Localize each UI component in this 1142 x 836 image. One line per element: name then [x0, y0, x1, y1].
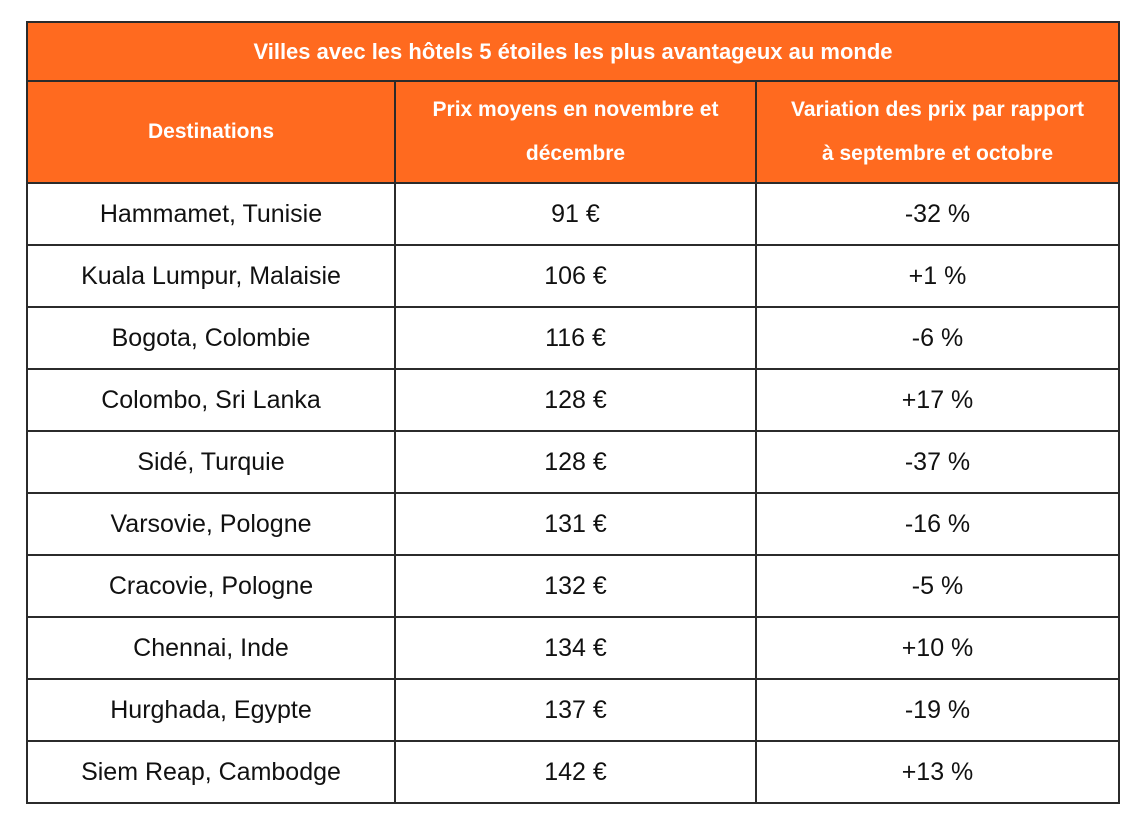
header-variation: Variation des prix par rapport à septemb…: [755, 80, 1120, 184]
table-title: Villes avec les hôtels 5 étoiles les plu…: [26, 21, 1120, 82]
variation-cell: +1 %: [755, 244, 1120, 308]
header-prix-line-2: décembre: [525, 142, 626, 165]
destination-cell: Bogota, Colombie: [26, 306, 396, 370]
price-cell: 131 €: [394, 492, 757, 556]
header-variation-line-1: Variation des prix par rapport: [791, 98, 1084, 121]
header-row: Destinations Prix moyens en novembre et …: [26, 80, 1120, 184]
variation-cell: +17 %: [755, 368, 1120, 432]
title-row: Villes avec les hôtels 5 étoiles les plu…: [26, 21, 1120, 82]
destination-cell: Sidé, Turquie: [26, 430, 396, 494]
price-table: Villes avec les hôtels 5 étoiles les plu…: [26, 21, 1120, 804]
price-cell: 116 €: [394, 306, 757, 370]
table-row: Cracovie, Pologne 132 € -5 %: [26, 554, 1120, 618]
header-prix-line-1: Prix moyens en novembre et: [432, 98, 719, 121]
header-destinations-line-1: Destinations: [147, 120, 275, 143]
variation-cell: -37 %: [755, 430, 1120, 494]
price-cell: 106 €: [394, 244, 757, 308]
variation-cell: -19 %: [755, 678, 1120, 742]
header-destinations: Destinations: [26, 80, 396, 184]
variation-cell: +13 %: [755, 740, 1120, 804]
table-row: Bogota, Colombie 116 € -6 %: [26, 306, 1120, 370]
variation-cell: -5 %: [755, 554, 1120, 618]
header-prix-moyens: Prix moyens en novembre et décembre: [394, 80, 757, 184]
table-row: Sidé, Turquie 128 € -37 %: [26, 430, 1120, 494]
table-row: Colombo, Sri Lanka 128 € +17 %: [26, 368, 1120, 432]
price-table-container: Villes avec les hôtels 5 étoiles les plu…: [26, 21, 1120, 804]
variation-cell: -16 %: [755, 492, 1120, 556]
variation-cell: +10 %: [755, 616, 1120, 680]
price-cell: 128 €: [394, 430, 757, 494]
destination-cell: Kuala Lumpur, Malaisie: [26, 244, 396, 308]
destination-cell: Colombo, Sri Lanka: [26, 368, 396, 432]
price-cell: 128 €: [394, 368, 757, 432]
header-variation-line-2: à septembre et octobre: [821, 142, 1054, 165]
variation-cell: -32 %: [755, 182, 1120, 246]
table-row: Hurghada, Egypte 137 € -19 %: [26, 678, 1120, 742]
table-row: Kuala Lumpur, Malaisie 106 € +1 %: [26, 244, 1120, 308]
price-cell: 91 €: [394, 182, 757, 246]
destination-cell: Chennai, Inde: [26, 616, 396, 680]
destination-cell: Hammamet, Tunisie: [26, 182, 396, 246]
table-row: Hammamet, Tunisie 91 € -32 %: [26, 182, 1120, 246]
destination-cell: Varsovie, Pologne: [26, 492, 396, 556]
destination-cell: Hurghada, Egypte: [26, 678, 396, 742]
price-cell: 137 €: [394, 678, 757, 742]
table-row: Siem Reap, Cambodge 142 € +13 %: [26, 740, 1120, 804]
price-cell: 132 €: [394, 554, 757, 618]
table-row: Chennai, Inde 134 € +10 %: [26, 616, 1120, 680]
variation-cell: -6 %: [755, 306, 1120, 370]
price-cell: 134 €: [394, 616, 757, 680]
destination-cell: Cracovie, Pologne: [26, 554, 396, 618]
price-cell: 142 €: [394, 740, 757, 804]
table-row: Varsovie, Pologne 131 € -16 %: [26, 492, 1120, 556]
destination-cell: Siem Reap, Cambodge: [26, 740, 396, 804]
